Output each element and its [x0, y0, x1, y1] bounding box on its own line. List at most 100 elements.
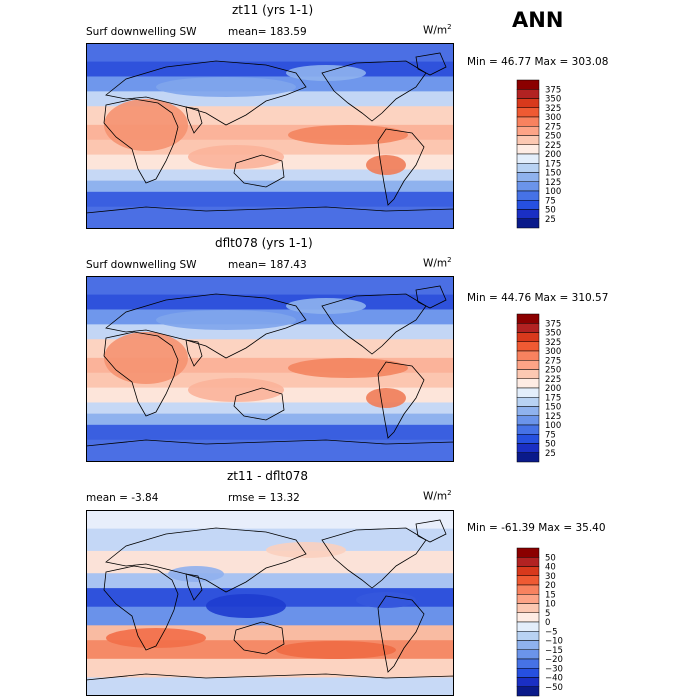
colorbar-cell — [516, 566, 540, 576]
colorbar-tick-label: 325 — [545, 338, 561, 348]
colorbar-tick-label: 0 — [545, 618, 550, 628]
panel-1-colorbar: 3753503253002752502252001751501251007550… — [516, 79, 561, 229]
field-band — [86, 424, 454, 441]
map-frame — [86, 43, 454, 229]
panel-2-mean-value: 187.43 — [269, 259, 307, 271]
colorbar-cell — [516, 153, 540, 164]
panel-3-rmse: rmse = 13.32 — [228, 492, 300, 504]
panel-3-minmax: Min = -61.39 Max = 35.40 — [467, 522, 606, 534]
colorbar-cell — [516, 350, 540, 361]
coastline — [103, 565, 179, 651]
coastline — [233, 154, 285, 188]
coastline — [233, 621, 285, 655]
colorbar-cell — [516, 313, 540, 324]
field-anomaly — [286, 298, 366, 314]
field-anomaly — [156, 77, 296, 97]
colorbar-cell — [516, 341, 540, 352]
panel-3-mean: mean = -3.84 — [86, 492, 159, 504]
field-band — [86, 439, 454, 462]
colorbar-cell — [516, 594, 540, 604]
coastline — [377, 595, 425, 673]
panel-2-variable-label: Surf downwelling SW — [86, 259, 197, 271]
field-band — [86, 180, 454, 193]
coastline — [415, 285, 447, 309]
panel-3-rmse-value: 13.32 — [269, 492, 300, 504]
field-anomaly — [276, 641, 396, 659]
colorbar-cell — [516, 406, 540, 416]
colorbar-cell — [516, 575, 540, 586]
coastline — [185, 339, 203, 367]
coastline — [86, 439, 454, 462]
colorbar-cell — [516, 640, 540, 650]
field-band — [86, 191, 454, 208]
coastline — [233, 387, 285, 421]
panel-1-minmax: Min = 46.77 Max = 303.08 — [467, 56, 609, 68]
colorbar-cell — [516, 218, 540, 229]
field-anomaly — [288, 358, 408, 378]
coastline — [105, 293, 307, 359]
colorbar-cell — [516, 668, 540, 678]
colorbar-cell — [516, 200, 540, 210]
field-anomaly — [104, 99, 188, 151]
colorbar-tick-label: 250 — [545, 366, 561, 376]
coastline — [86, 206, 454, 229]
field-anomaly — [156, 310, 296, 330]
colorbar-cell — [516, 116, 540, 127]
colorbar-tick-label: 350 — [545, 329, 561, 339]
panel-2-units: W/m2 — [423, 256, 452, 270]
colorbar-tick-label: −15 — [545, 646, 563, 656]
colorbar-cell — [516, 369, 540, 379]
panel-2-title: dflt078 (yrs 1-1) — [215, 236, 313, 250]
colorbar-tick-label: 200 — [545, 384, 561, 394]
panel-1-units: W/m2 — [423, 23, 452, 37]
coastline — [377, 361, 425, 439]
coastline — [185, 573, 203, 601]
colorbar-tick-label: 225 — [545, 375, 561, 385]
colorbar-cell — [516, 190, 540, 201]
field-band — [86, 169, 454, 182]
colorbar-cell — [516, 686, 540, 697]
panel-1-variable-label: Surf downwelling SW — [86, 26, 197, 38]
colorbar-cell — [516, 126, 540, 136]
panel-2-mean-label: mean= — [228, 259, 267, 271]
colorbar-cell — [516, 209, 540, 219]
colorbar-cell — [516, 397, 540, 407]
colorbar-tick-label: 200 — [545, 150, 561, 160]
colorbar-cell — [516, 415, 540, 426]
field-band — [86, 206, 454, 229]
colorbar-tick-label: 75 — [545, 196, 556, 206]
colorbar-tick-label: 300 — [545, 347, 561, 357]
field-band — [86, 43, 454, 63]
field-anomaly — [188, 378, 284, 402]
coastline — [321, 527, 427, 589]
panel-1-mean: mean= 183.59 — [228, 26, 307, 38]
panel-2-mean: mean= 187.43 — [228, 259, 307, 271]
colorbar-tick-label: 350 — [545, 95, 561, 105]
colorbar-tick-label: 25 — [545, 215, 556, 225]
coastline — [185, 106, 203, 134]
colorbar-cell — [516, 658, 540, 669]
colorbar-cell — [516, 172, 540, 182]
colorbar-cell — [516, 649, 540, 660]
panel-2-minmax: Min = 44.76 Max = 310.57 — [467, 292, 609, 304]
field-band — [86, 402, 454, 415]
colorbar-cell — [516, 360, 540, 370]
colorbar-cell — [516, 107, 540, 118]
colorbar-tick-label: −40 — [545, 674, 563, 684]
colorbar-cell — [516, 434, 540, 444]
colorbar-tick-label: 50 — [545, 206, 556, 216]
colorbar-cell — [516, 378, 540, 389]
panel-1-map — [86, 43, 454, 229]
colorbar-tick-label: 100 — [545, 187, 561, 197]
field-anomaly — [266, 542, 346, 558]
colorbar-tick-label: 300 — [545, 113, 561, 123]
panel-1-mean-value: 183.59 — [269, 26, 307, 38]
field-anomaly — [288, 125, 408, 145]
colorbar-tick-label: 275 — [545, 356, 561, 366]
colorbar-cell — [516, 332, 540, 342]
colorbar-cell — [516, 387, 540, 398]
coastline — [377, 128, 425, 206]
colorbar-cell — [516, 89, 540, 99]
colorbar-tick-label: 175 — [545, 159, 561, 169]
